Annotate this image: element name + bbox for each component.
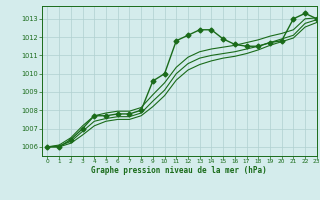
X-axis label: Graphe pression niveau de la mer (hPa): Graphe pression niveau de la mer (hPa) bbox=[91, 166, 267, 175]
